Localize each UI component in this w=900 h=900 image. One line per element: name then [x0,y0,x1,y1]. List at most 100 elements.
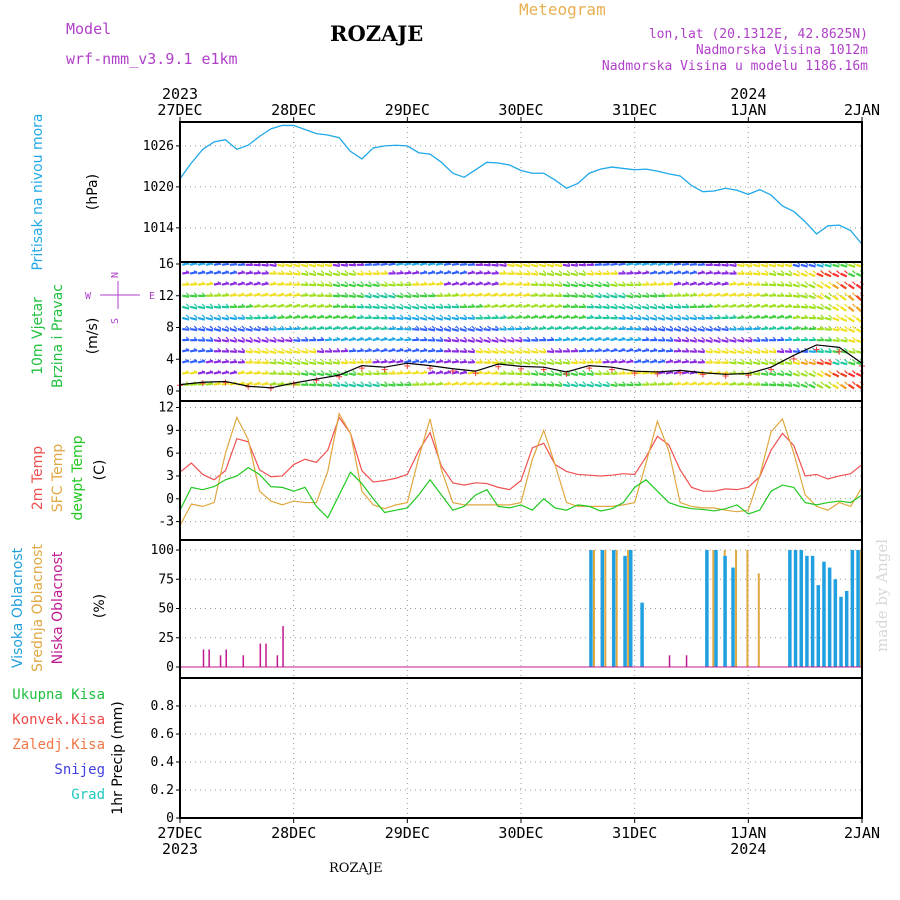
wind-barb [308,361,317,366]
wind-barb [574,292,579,297]
wind-barb [518,303,523,308]
wind-barb [756,281,761,286]
wind-barb [336,370,341,374]
wind-barb [233,314,238,319]
wind-barb [336,325,341,330]
wind-barb [205,305,214,310]
wind-barb [756,359,761,363]
wind-barb [376,270,381,274]
cloud-low-bar [276,655,279,667]
wind-barb [245,350,253,354]
wind-barb [407,314,412,319]
wind-barb [590,359,595,363]
wind-barb [554,283,563,287]
wind-barb [340,383,348,388]
wind-barb [598,325,603,330]
wind-barb [392,370,396,374]
wind-barb [273,370,277,374]
wind-barb [653,270,658,274]
wind-barb [265,270,269,274]
wind-barb [308,372,317,377]
wind-barb [447,325,452,330]
wind-barb [257,325,262,330]
wind-barb [836,325,840,330]
wind-barb [733,336,737,341]
wind-barb [820,314,825,319]
wind-barb [384,270,388,274]
y-tick-label: 0.2 [151,783,174,798]
wind-barb [677,281,682,286]
wind-barb [404,305,412,310]
wind-barb [265,281,269,286]
wind-barb [832,361,840,366]
wind-barb [824,272,832,278]
wind-barb [661,303,666,308]
wind-barb [637,359,642,363]
wind-barb [800,283,808,289]
wind-barb [776,263,785,268]
wind-barb [526,381,531,386]
wind-barb [796,325,801,330]
wind-barb [364,294,372,299]
wind-barb [645,359,650,363]
wind-axis-sublabel: Brzina i Pravac [50,284,66,388]
wind-barb [836,270,840,274]
wind-barb [455,347,460,352]
wind-barb [380,305,388,310]
wind-barb [479,381,484,386]
wind-barb [776,350,785,354]
wind-barb [288,270,293,274]
wind-barb [538,372,547,377]
cloud-high-bar [844,590,849,667]
wind-barb [562,361,571,365]
wind-barb [812,370,817,374]
y-tick-label: 100 [151,543,174,558]
wind-barb [701,270,706,274]
wind-barb [340,272,348,277]
wind-barb [526,292,531,297]
wind-barb [344,281,349,286]
wind-barb [673,339,682,343]
wind-barb [824,294,832,301]
wind-barb [725,325,729,330]
wind-barb [463,270,468,274]
wind-barb [392,347,396,352]
wind-barb [836,303,840,308]
wind-barb [523,350,531,354]
wind-barb [574,314,579,319]
wind-barb [356,305,364,309]
cloud-unit-label: (%) [92,594,108,618]
wind-barb [245,316,253,320]
wind-barb [384,325,388,330]
wind-barb [495,336,499,341]
wind-barb [574,381,579,386]
wind-barb [431,281,436,286]
wind-barb [332,263,341,267]
compass-s-label: S [110,318,121,324]
wind-barb [637,381,642,386]
compass-e-label: E [149,291,155,302]
wind-barb [634,305,642,310]
y-tick-label: 0.8 [151,699,174,714]
wind-barb [193,270,198,274]
wind-barb [768,350,777,354]
wind-barb [661,292,666,297]
wind-barb [622,270,626,274]
wind-barb [407,347,412,352]
wind-barb [748,303,753,308]
wind-barb [796,347,801,352]
wind-barb [780,314,785,319]
wind-barb [546,350,555,354]
wind-barb [249,336,254,341]
wind-barb [753,350,761,354]
wind-barb [558,314,563,319]
wind-barb [725,381,729,386]
wind-barb [193,336,198,341]
wind-barb [602,272,610,276]
wind-barb [851,270,856,274]
wind-barb [217,314,222,319]
wind-barb [439,381,444,386]
wind-barb [657,328,666,332]
wind-barb [550,325,555,330]
wind-barb [356,283,364,288]
